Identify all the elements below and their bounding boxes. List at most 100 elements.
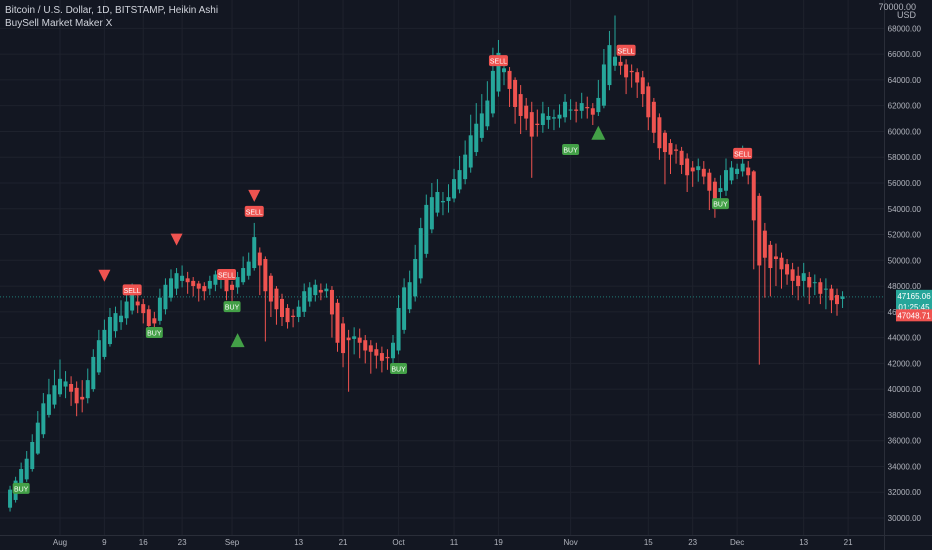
signals-layer[interactable]: BUY SELL BUY SELL BUY SELL BUY SELL BUY SELL BUY SE…: [12, 44, 753, 494]
candle-body[interactable]: [757, 195, 762, 266]
candle-body[interactable]: [357, 337, 362, 343]
candle-body[interactable]: [518, 94, 523, 116]
candles-layer[interactable]: [8, 15, 845, 512]
candle-body[interactable]: [119, 315, 124, 323]
candle-body[interactable]: [346, 337, 351, 341]
candle-body[interactable]: [318, 289, 323, 293]
candle-body[interactable]: [535, 123, 540, 126]
sell-label[interactable]: [122, 284, 142, 296]
candle-body[interactable]: [230, 284, 235, 290]
time-axis[interactable]: Aug 9 16 23 Sep 13 21 Oct 11 19 Nov 15 23 Dec 13 21: [53, 538, 853, 547]
candle-body[interactable]: [329, 289, 334, 315]
candle-body[interactable]: [768, 244, 773, 269]
candle-body[interactable]: [368, 345, 373, 352]
candle-body[interactable]: [35, 422, 40, 454]
symbol-title[interactable]: Bitcoin / U.S. Dollar, 1D, BITSTAMP, Hei…: [5, 5, 219, 16]
candle-body[interactable]: [507, 70, 512, 89]
candle-body[interactable]: [307, 287, 312, 302]
candle-body[interactable]: [796, 275, 801, 287]
candle-body[interactable]: [529, 112, 534, 137]
candle-body[interactable]: [274, 288, 279, 310]
candle-body[interactable]: [241, 268, 246, 283]
candle-body[interactable]: [113, 313, 118, 332]
candle-body[interactable]: [157, 297, 162, 321]
candle-body[interactable]: [396, 307, 401, 351]
candle-body[interactable]: [479, 113, 484, 138]
candle-body[interactable]: [63, 381, 68, 387]
sell-label[interactable]: [733, 147, 753, 159]
candle-body[interactable]: [202, 286, 207, 292]
candle-body[interactable]: [207, 280, 212, 289]
candle-body[interactable]: [280, 298, 284, 317]
candle-body[interactable]: [785, 264, 790, 275]
candle-body[interactable]: [446, 197, 451, 202]
candle-body[interactable]: [596, 97, 601, 113]
candle-body[interactable]: [557, 114, 562, 119]
candle-body[interactable]: [41, 403, 46, 435]
candle-body[interactable]: [613, 56, 617, 66]
candle-body[interactable]: [563, 101, 568, 118]
candle-body[interactable]: [291, 315, 296, 317]
candle-body[interactable]: [823, 288, 828, 290]
candle-body[interactable]: [724, 170, 728, 191]
candle-body[interactable]: [662, 132, 667, 153]
sell-label[interactable]: [217, 268, 236, 280]
candle-body[interactable]: [52, 385, 57, 405]
candle-body[interactable]: [490, 70, 495, 114]
buy-label[interactable]: [12, 482, 30, 494]
candle-body[interactable]: [474, 123, 479, 153]
candle-body[interactable]: [818, 282, 823, 294]
candle-body[interactable]: [773, 256, 778, 260]
indicator-name[interactable]: BuySell Market Maker X: [5, 18, 113, 29]
candle-body[interactable]: [385, 356, 390, 359]
buy-arrow-icon[interactable]: [230, 333, 245, 348]
candle-body[interactable]: [779, 257, 784, 270]
buy-label[interactable]: [711, 198, 729, 210]
candle-body[interactable]: [324, 288, 329, 292]
candle-body[interactable]: [335, 302, 340, 343]
candle-body[interactable]: [391, 342, 395, 359]
candle-body[interactable]: [196, 283, 201, 289]
candle-body[interactable]: [440, 201, 445, 203]
price-axis[interactable]: 30000.00 32000.00 34000.00 36000.00 38000.00…: [888, 24, 922, 523]
candle-body[interactable]: [146, 309, 151, 327]
candle-body[interactable]: [379, 353, 384, 361]
candle-body[interactable]: [629, 70, 634, 73]
candle-body[interactable]: [807, 277, 812, 288]
candle-body[interactable]: [107, 316, 112, 345]
candle-body[interactable]: [130, 292, 135, 311]
candle-body[interactable]: [496, 52, 501, 92]
candle-body[interactable]: [135, 301, 140, 306]
candle-body[interactable]: [740, 163, 745, 172]
candle-body[interactable]: [551, 117, 556, 119]
candle-body[interactable]: [246, 261, 251, 276]
candle-body[interactable]: [568, 109, 573, 111]
candle-body[interactable]: [657, 117, 662, 149]
sell-arrow-icon[interactable]: [248, 189, 261, 202]
candle-body[interactable]: [718, 188, 723, 193]
candle-body[interactable]: [712, 181, 717, 203]
candle-body[interactable]: [790, 269, 795, 281]
candle-body[interactable]: [152, 318, 157, 324]
candle-body[interactable]: [435, 192, 440, 213]
candle-body[interactable]: [524, 105, 529, 119]
candle-body[interactable]: [180, 275, 185, 281]
candle-body[interactable]: [224, 278, 229, 292]
candle-body[interactable]: [651, 101, 656, 133]
candle-body[interactable]: [457, 170, 462, 190]
candle-body[interactable]: [30, 441, 35, 470]
buy-label[interactable]: [145, 326, 163, 338]
candle-body[interactable]: [601, 64, 606, 106]
candle-body[interactable]: [463, 154, 468, 180]
candle-body[interactable]: [46, 394, 51, 415]
candle-body[interactable]: [751, 171, 756, 221]
candle-body[interactable]: [701, 168, 706, 177]
candle-body[interactable]: [729, 167, 734, 181]
candle-body[interactable]: [679, 150, 684, 165]
candle-body[interactable]: [169, 278, 173, 298]
candle-body[interactable]: [363, 340, 368, 351]
buy-label[interactable]: [390, 363, 408, 375]
candle-body[interactable]: [352, 336, 357, 339]
candle-body[interactable]: [540, 113, 545, 126]
candle-body[interactable]: [235, 277, 240, 288]
